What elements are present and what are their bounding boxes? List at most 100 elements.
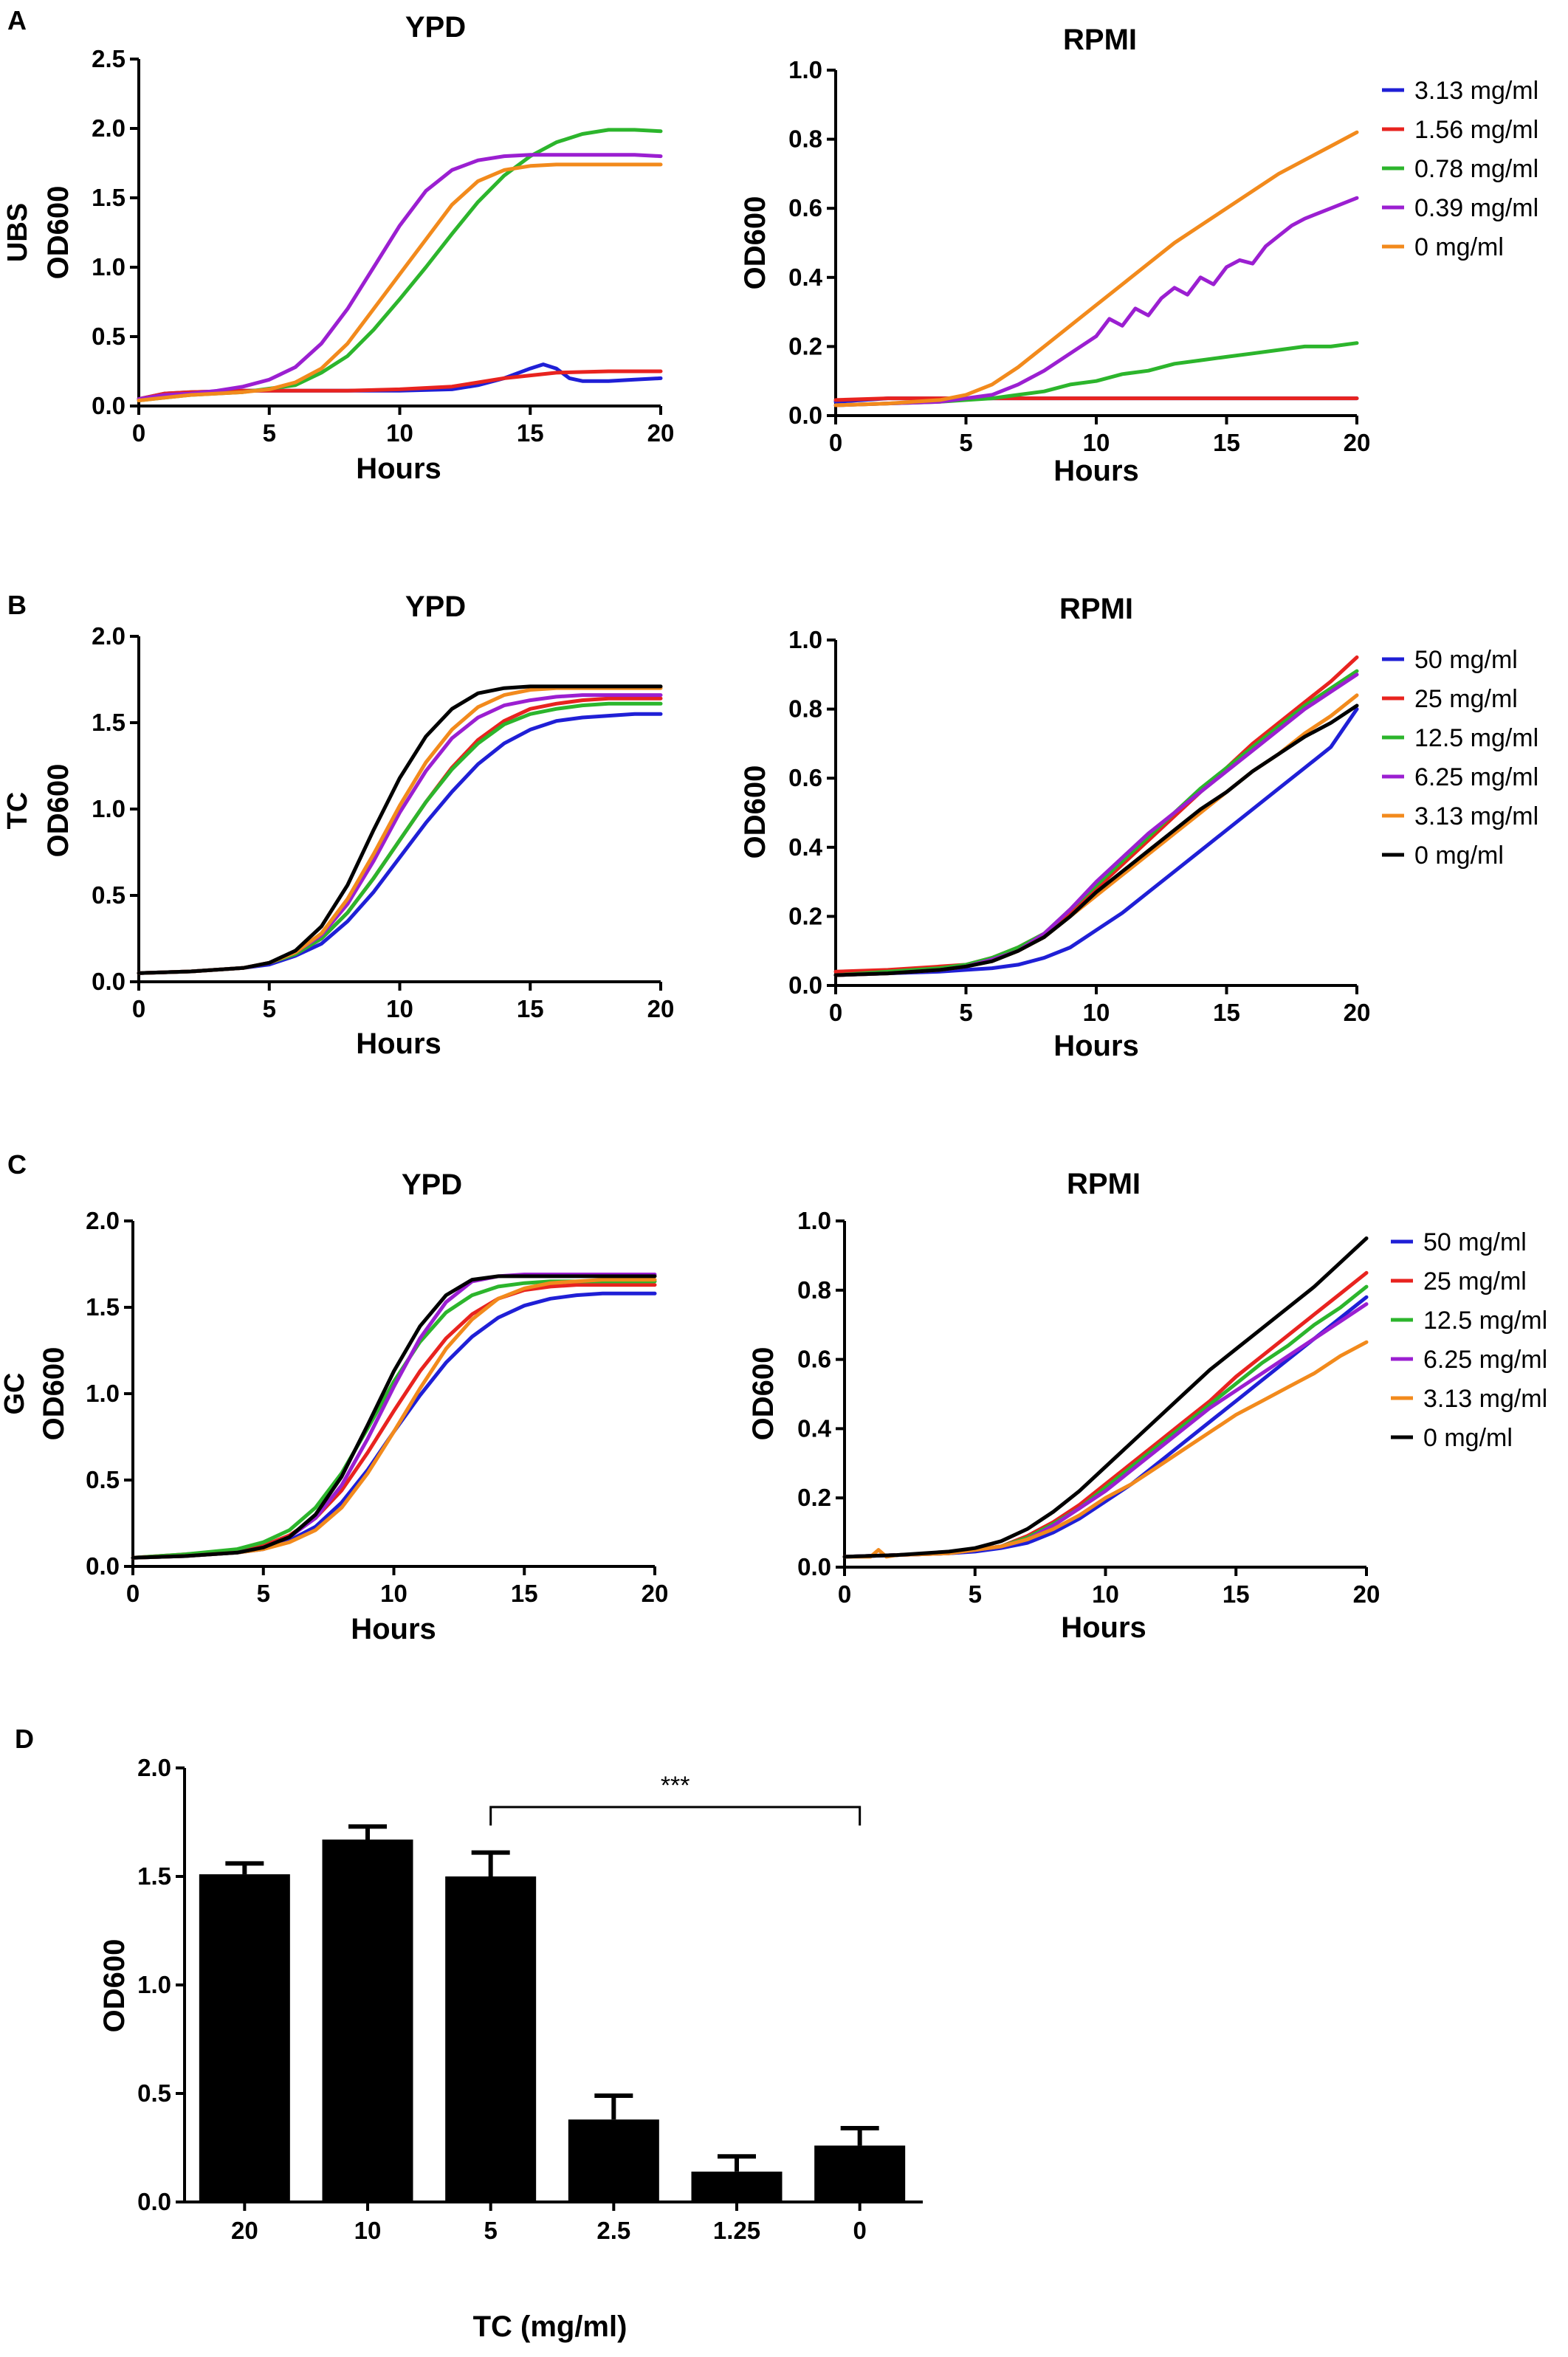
x-tick-label: 20 xyxy=(1344,999,1371,1026)
x-tick-label: 10 xyxy=(386,419,413,447)
chart-a-rpmi: 0.0 0.2 0.4 0.6 0.8 1.0 0 5 10 15 20 RPMI Hours OD600… xyxy=(739,24,1538,487)
x-tick-label: 0 xyxy=(829,999,842,1026)
x-tick-label: 15 xyxy=(1213,429,1240,456)
y-tick-label: 1.5 xyxy=(92,184,125,211)
row-label: UBS xyxy=(2,203,33,262)
chart-b-ypd: 0.0 0.5 1.0 1.5 2.0 0 5 10 15 20 YPD Hours OD600 TC B xyxy=(2,590,674,1060)
y-tick-label: 1.0 xyxy=(92,253,125,281)
series-line-0-mg-ml xyxy=(137,684,663,975)
y-tick-label: 0.0 xyxy=(92,392,125,419)
x-tick-label: 15 xyxy=(511,1580,538,1607)
y-tick-label: 0.4 xyxy=(788,264,823,291)
bar-2.5 xyxy=(568,2119,659,2202)
series-line-3-13-mg-ml xyxy=(842,1340,1369,1559)
y-tick-label: 0.0 xyxy=(92,968,125,995)
x-tick-label: 10 xyxy=(1083,429,1110,456)
legend: 50 mg/ml 25 mg/ml 12.5 mg/ml 6.25 mg/ml 3.13… xyxy=(1382,646,1538,870)
legend: 50 mg/ml 25 mg/ml 12.5 mg/ml 6.25 mg/ml 3.13… xyxy=(1391,1228,1547,1452)
x-tick-label: 10 xyxy=(386,995,413,1022)
y-tick-label: 1.0 xyxy=(86,1380,120,1407)
bar-10 xyxy=(322,1840,413,2202)
series-line-0-mg-ml xyxy=(833,703,1359,977)
x-axis-title: Hours xyxy=(356,1028,441,1060)
series-line-1-56-mg-ml xyxy=(833,396,1359,402)
chart-b-rpmi: 0.0 0.2 0.4 0.6 0.8 1.0 0 5 10 15 20 RPMI Hours OD600… xyxy=(739,593,1538,1062)
y-axis-title: OD600 xyxy=(42,764,75,858)
x-tick-label: 2.5 xyxy=(596,2217,630,2244)
significance-label: *** xyxy=(661,1772,690,1800)
bar-20 xyxy=(199,1874,290,2202)
panel-letter: D xyxy=(15,1724,34,1754)
bar-0 xyxy=(814,2145,906,2202)
chart-d: 0.0 0.5 1.0 1.5 2.0 20 10 5 2.5 1.25 0 *** TC (mg/ml… xyxy=(15,1724,923,2343)
x-tick-label: 0 xyxy=(829,429,842,456)
y-tick-label: 0.2 xyxy=(797,1484,831,1511)
legend: 3.13 mg/ml 1.56 mg/ml 0.78 mg/ml 0.39 mg/ml… xyxy=(1382,77,1538,261)
series-line-6-25-mg-ml xyxy=(131,1273,657,1560)
series-line-0-mg-ml xyxy=(833,130,1359,407)
y-tick-label: 2.5 xyxy=(92,45,125,72)
y-tick-label: 1.0 xyxy=(797,1207,831,1234)
series-line-0-mg-ml xyxy=(842,1236,1369,1559)
series-line-12-5-mg-ml xyxy=(842,1284,1369,1559)
x-tick-label: 15 xyxy=(1213,999,1240,1026)
row-label: GC xyxy=(0,1373,30,1415)
legend-label: 0 mg/ml xyxy=(1414,842,1504,870)
x-tick-label: 15 xyxy=(517,995,544,1022)
y-axis-title: OD600 xyxy=(739,196,771,290)
series-line-25-mg-ml xyxy=(833,655,1359,974)
series-line-3-13-mg-ml xyxy=(131,1278,657,1560)
x-tick-label: 0 xyxy=(838,1580,851,1608)
y-tick-label: 0.6 xyxy=(788,764,822,791)
x-tick-label: 20 xyxy=(1353,1580,1380,1608)
legend-label: 0.78 mg/ml xyxy=(1414,155,1538,183)
chart-c-rpmi: 0.0 0.2 0.4 0.6 0.8 1.0 0 5 10 15 20 RPMI Hours OD600… xyxy=(747,1168,1547,1644)
y-axis-title: OD600 xyxy=(98,1939,131,2033)
series-line-6-25-mg-ml xyxy=(137,693,663,975)
y-tick-label: 0.0 xyxy=(788,971,822,999)
y-tick-label: 0.8 xyxy=(788,695,822,723)
x-tick-label: 0 xyxy=(132,995,145,1022)
series-line-3-13-mg-ml xyxy=(137,686,663,975)
series-line-3-13-mg-ml xyxy=(833,693,1359,977)
y-tick-label: 1.5 xyxy=(86,1293,120,1321)
y-tick-label: 0.0 xyxy=(788,402,822,429)
x-tick-label: 20 xyxy=(642,1580,669,1607)
legend-label: 3.13 mg/ml xyxy=(1414,802,1538,830)
series-line-6-25-mg-ml xyxy=(842,1302,1369,1559)
legend-label: 50 mg/ml xyxy=(1423,1228,1527,1256)
legend-label: 0.39 mg/ml xyxy=(1414,194,1538,222)
series-line-25-mg-ml xyxy=(137,696,663,975)
x-axis-title: Hours xyxy=(1053,1030,1139,1062)
y-tick-label: 0.5 xyxy=(86,1466,120,1493)
x-tick-label: 0 xyxy=(132,419,145,447)
series-line-0-39-mg-ml xyxy=(137,153,663,402)
x-tick-label: 5 xyxy=(257,1580,270,1607)
x-tick-label: 1.25 xyxy=(713,2217,760,2244)
x-tick-label: 5 xyxy=(969,1580,982,1608)
legend-label: 3.13 mg/ml xyxy=(1414,77,1538,105)
y-tick-label: 1.0 xyxy=(788,626,822,653)
legend-label: 25 mg/ml xyxy=(1414,685,1518,713)
series-line-0-78-mg-ml xyxy=(833,341,1359,407)
x-tick-label: 10 xyxy=(1083,999,1110,1026)
y-tick-label: 1.0 xyxy=(788,56,822,83)
y-tick-label: 1.5 xyxy=(92,709,125,736)
x-axis-title: Hours xyxy=(356,453,441,485)
x-tick-label: 20 xyxy=(647,419,675,447)
x-tick-label: 15 xyxy=(1223,1580,1250,1608)
y-axis-title: OD600 xyxy=(38,1347,70,1441)
chart-a-ypd: 0.0 0.5 1.0 1.5 2.0 2.5 0 5 10 15 20 YPD Hours OD600 U… xyxy=(2,5,674,485)
legend-label: 3.13 mg/ml xyxy=(1423,1385,1547,1413)
y-axis-title: OD600 xyxy=(747,1347,780,1441)
bar-1.25 xyxy=(691,2171,783,2202)
legend-label: 1.56 mg/ml xyxy=(1414,116,1538,144)
x-axis-title: Hours xyxy=(1061,1611,1146,1644)
y-tick-label: 1.5 xyxy=(137,1862,171,1890)
panel-title: YPD xyxy=(402,1169,462,1201)
y-tick-label: 0.6 xyxy=(788,194,822,221)
x-axis-title: Hours xyxy=(351,1613,436,1645)
series-line-12-5-mg-ml xyxy=(137,701,663,975)
